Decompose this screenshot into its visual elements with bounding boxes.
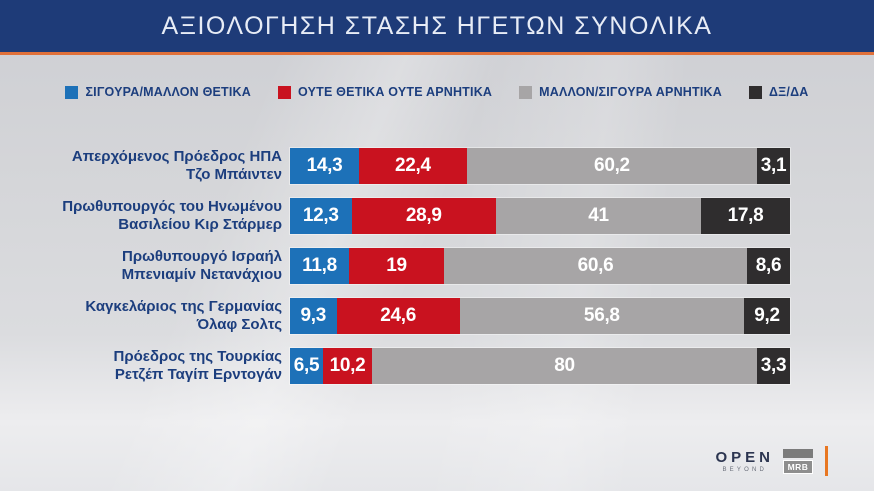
bar-segment: 19 <box>349 248 444 284</box>
row-label: Πρόεδρος της Τουρκίας Ρετζέπ Ταγίπ Ερντογ… <box>113 347 282 383</box>
bar-value-label: 8,6 <box>755 255 782 276</box>
legend-item: ΟΥΤΕ ΘΕΤΙΚΑ ΟΥΤΕ ΑΡΝΗΤΙΚΑ <box>278 85 492 99</box>
mrb-logo-bar <box>783 448 813 458</box>
mrb-logo-text: MRB <box>783 459 813 474</box>
bar-segment: 60,6 <box>444 248 747 284</box>
row-label: Απερχόμενος Πρόεδρος ΗΠΑ Τζο Μπάιντεν <box>71 147 282 183</box>
bar-value-label: 60,6 <box>577 255 614 276</box>
legend: ΣΙΓΟΥΡΑ/ΜΑΛΛΟΝ ΘΕΤΙΚΑ ΟΥΤΕ ΘΕΤΙΚΑ ΟΥΤΕ ΑΡ… <box>0 85 874 99</box>
stacked-bar-chart: Απερχόμενος Πρόεδρος ΗΠΑ Τζο Μπάιντεν 14,3… <box>20 148 790 384</box>
legend-label: ΜΑΛΛΟΝ/ΣΙΓΟΥΡΑ ΑΡΝΗΤΙΚΑ <box>539 85 722 99</box>
bar-segment: 17,8 <box>701 198 790 234</box>
bar-segment: 3,3 <box>757 348 790 384</box>
orange-divider <box>825 446 828 476</box>
row-label: Πρωθυπουργό Ισραήλ Μπενιαμίν Νετανάχιου <box>121 247 282 283</box>
bar-value-label: 10,2 <box>329 355 366 376</box>
bar-value-label: 11,8 <box>302 255 337 276</box>
bar-value-label: 60,2 <box>594 155 630 176</box>
bar-segment: 8,6 <box>747 248 790 284</box>
legend-label: ΟΥΤΕ ΘΕΤΙΚΑ ΟΥΤΕ ΑΡΝΗΤΙΚΑ <box>298 85 493 99</box>
bar-segment: 9,3 <box>290 298 337 334</box>
bar-segment: 22,4 <box>358 148 467 184</box>
stacked-bar: 11,8 19 60,6 8,6 <box>290 248 790 284</box>
bar-segment: 24,6 <box>336 298 460 334</box>
bar-value-label: 22,4 <box>395 155 431 176</box>
bar-segment: 11,8 <box>290 248 349 284</box>
bar-value-label: 3,3 <box>760 355 787 376</box>
bar-value-label: 17,8 <box>727 205 764 226</box>
stacked-bar: 12,3 28,9 41 17,8 <box>290 198 790 234</box>
bar-segment: 80 <box>372 348 757 384</box>
swatch-dark-icon <box>749 85 762 99</box>
open-channel-logo: OPEN BEYOND <box>715 450 774 473</box>
row-label: Πρωθυπουργός του Ηνωμένου Βασιλείου Κιρ Σ… <box>62 197 282 233</box>
table-row: Πρωθυπουργός του Ηνωμένου Βασιλείου Κιρ Σ… <box>20 198 790 234</box>
bar-segment: 12,3 <box>290 198 352 234</box>
bar-segment: 10,2 <box>323 348 373 384</box>
legend-item: ΜΑΛΛΟΝ/ΣΙΓΟΥΡΑ ΑΡΝΗΤΙΚΑ <box>519 85 722 99</box>
stacked-bar: 14,3 22,4 60,2 3,1 <box>290 148 790 184</box>
bar-value-label: 6,5 <box>293 355 320 376</box>
legend-label: ΔΞ/ΔΑ <box>769 85 809 99</box>
bar-value-label: 3,1 <box>760 155 787 176</box>
table-row: Απερχόμενος Πρόεδρος ΗΠΑ Τζο Μπάιντεν 14,3… <box>20 148 790 184</box>
bar-value-label: 41 <box>588 205 609 226</box>
open-logo-text: OPEN <box>715 448 774 466</box>
stacked-bar: 9,3 24,6 56,8 9,2 <box>290 298 790 334</box>
bar-segment: 41 <box>496 198 701 234</box>
footer-logos: OPEN BEYOND MRB <box>715 446 828 476</box>
bar-segment: 14,3 <box>290 148 359 184</box>
bar-value-label: 9,2 <box>754 305 780 326</box>
bar-value-label: 80 <box>554 355 575 376</box>
page-title: ΑΞΙΟΛΟΓΗΣΗ ΣΤΑΣΗΣ ΗΓΕΤΩΝ ΣΥΝΟΛΙΚΑ <box>161 11 713 40</box>
bar-segment: 9,2 <box>743 298 790 334</box>
bar-value-label: 14,3 <box>306 155 343 176</box>
title-banner: ΑΞΙΟΛΟΓΗΣΗ ΣΤΑΣΗΣ ΗΓΕΤΩΝ ΣΥΝΟΛΙΚΑ <box>0 0 874 55</box>
row-label: Καγκελάριος της Γερμανίας Όλαφ Σολτς <box>85 297 282 333</box>
stacked-bar: 6,5 10,2 80 3,3 <box>290 348 790 384</box>
bar-value-label: 12,3 <box>302 205 339 226</box>
bar-segment: 60,2 <box>466 148 757 184</box>
bar-value-label: 24,6 <box>380 305 416 326</box>
swatch-red-icon <box>278 85 292 99</box>
bar-segment: 6,5 <box>290 348 323 384</box>
legend-item: ΣΙΓΟΥΡΑ/ΜΑΛΛΟΝ ΘΕΤΙΚΑ <box>65 85 251 99</box>
table-row: Πρωθυπουργό Ισραήλ Μπενιαμίν Νετανάχιου 11… <box>20 248 790 284</box>
bar-value-label: 19 <box>386 255 407 276</box>
bar-segment: 3,1 <box>757 148 790 184</box>
bar-segment: 56,8 <box>459 298 744 334</box>
bar-value-label: 28,9 <box>405 205 442 226</box>
open-logo-subtext: BEYOND <box>722 466 768 473</box>
mrb-logo: MRB <box>783 448 813 474</box>
bar-value-label: 9,3 <box>300 305 327 326</box>
swatch-blue-icon <box>65 85 79 99</box>
swatch-gray-icon <box>519 85 533 99</box>
table-row: Πρόεδρος της Τουρκίας Ρετζέπ Ταγίπ Ερντογ… <box>20 348 790 384</box>
bar-segment: 28,9 <box>351 198 496 234</box>
legend-item: ΔΞ/ΔΑ <box>749 85 809 99</box>
table-row: Καγκελάριος της Γερμανίας Όλαφ Σολτς 9,3 24… <box>20 298 790 334</box>
legend-label: ΣΙΓΟΥΡΑ/ΜΑΛΛΟΝ ΘΕΤΙΚΑ <box>85 85 252 99</box>
bar-value-label: 56,8 <box>583 305 620 326</box>
